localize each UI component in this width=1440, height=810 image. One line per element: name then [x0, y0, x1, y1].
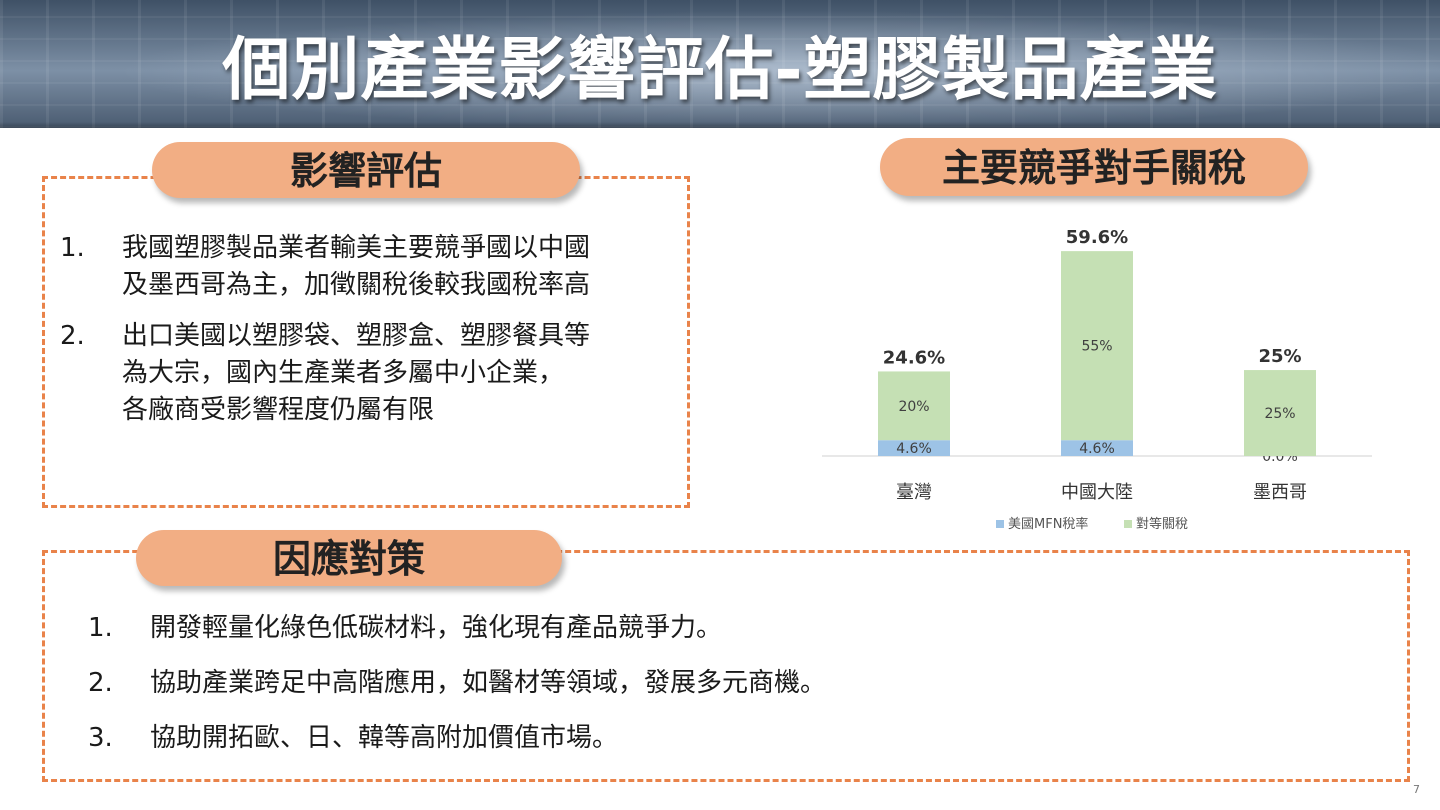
list-item: 1. 開發輕量化綠色低碳材料，強化現有產品競爭力。	[88, 608, 1388, 648]
header-banner: 個別產業影響評估-塑膠製品產業	[0, 0, 1440, 128]
list-item-number: 1.	[88, 613, 113, 643]
bar-segment-mfn	[878, 440, 950, 456]
legend-label: 美國MFN稅率	[1008, 516, 1088, 532]
legend-label: 對等關稅	[1136, 516, 1188, 532]
category-label: 中國大陸	[1061, 482, 1133, 503]
list-item-number: 2.	[88, 668, 113, 698]
competitors-heading-text: 主要競爭對手關稅	[941, 146, 1246, 190]
data-label: 20%	[898, 399, 929, 415]
data-label: 4.6%	[1079, 441, 1115, 457]
category-label: 墨西哥	[1253, 482, 1307, 503]
page-number: 7	[1413, 783, 1420, 796]
impact-heading-text: 影響評估	[289, 149, 442, 193]
impact-list: 1. 我國塑膠製品業者輸美主要競爭國以中國 及墨西哥為主，加徵關稅後較我國稅率高…	[60, 230, 680, 429]
category-label: 臺灣	[896, 482, 932, 503]
total-label: 59.6%	[1066, 227, 1128, 248]
impact-heading: 影響評估	[152, 142, 580, 198]
data-label: 25%	[1264, 406, 1295, 422]
list-item-text: 協助產業跨足中高階應用，如醫材等領域，發展多元商機。	[150, 668, 827, 698]
competitors-heading: 主要競爭對手關稅	[880, 138, 1308, 196]
list-item-number: 1.	[60, 233, 85, 263]
list-item-text: 協助開拓歐、日、韓等高附加價值市場。	[150, 723, 619, 753]
list-item: 1. 我國塑膠製品業者輸美主要競爭國以中國 及墨西哥為主，加徵關稅後較我國稅率高	[60, 230, 680, 304]
bar-segment-reciprocal	[1244, 370, 1316, 456]
legend-swatch	[1124, 520, 1132, 528]
list-item-number: 2.	[60, 321, 85, 351]
data-label: 4.6%	[896, 441, 932, 457]
total-label: 24.6%	[883, 347, 945, 368]
page-title: 個別產業影響評估-塑膠製品產業	[222, 31, 1218, 110]
list-item: 2. 出口美國以塑膠袋、塑膠盒、塑膠餐具等 為大宗，國內生產業者多屬中小企業， …	[60, 318, 680, 429]
response-box	[42, 550, 1410, 782]
list-item: 3. 協助開拓歐、日、韓等高附加價值市場。	[88, 718, 1388, 758]
data-label: 55%	[1081, 339, 1112, 355]
list-item-text: 出口美國以塑膠袋、塑膠盒、塑膠餐具等 為大宗，國內生產業者多屬中小企業， 各廠商…	[122, 321, 591, 425]
list-item-number: 3.	[88, 723, 113, 753]
response-list: 1. 開發輕量化綠色低碳材料，強化現有產品競爭力。 2. 協助產業跨足中高階應用…	[88, 608, 1388, 758]
tariff-chart: 4.6%20%24.6%臺灣4.6%55%59.6%中國大陸0.0%25%25%…	[822, 227, 1372, 532]
list-item-text: 開發輕量化綠色低碳材料，強化現有產品競爭力。	[150, 613, 723, 643]
bar-segment-reciprocal	[1061, 251, 1133, 441]
legend-swatch	[996, 520, 1004, 528]
bar-segment-mfn	[1061, 440, 1133, 456]
list-item-text: 我國塑膠製品業者輸美主要競爭國以中國 及墨西哥為主，加徵關稅後較我國稅率高	[122, 233, 591, 300]
response-heading-text: 因應對策	[272, 537, 425, 581]
bar-segment-reciprocal	[878, 371, 950, 441]
total-label: 25%	[1258, 346, 1301, 367]
response-heading: 因應對策	[136, 530, 562, 586]
list-item: 2. 協助產業跨足中高階應用，如醫材等領域，發展多元商機。	[88, 663, 1388, 703]
